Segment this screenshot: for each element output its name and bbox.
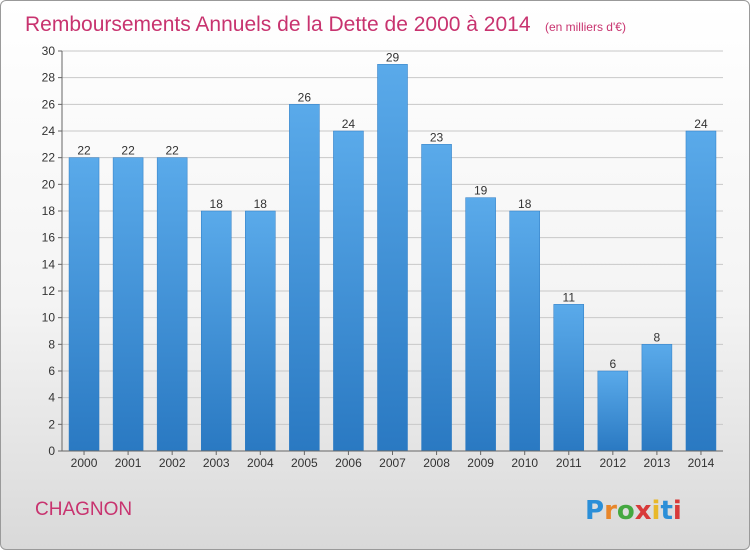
logo-letter: t [660,496,672,526]
x-tick-label-2007: 2007 [379,456,406,470]
y-tick-label: 2 [48,417,55,431]
value-labels: 22 22 22 18 18 26 24 29 23 19 18 11 6 8 24 [77,50,708,371]
x-tick-label-2011: 2011 [556,456,582,470]
y-tick-label: 16 [42,231,56,245]
y-tick-label: 6 [48,364,55,378]
y-tick-label: 20 [42,177,56,191]
y-tick-label: 26 [42,97,56,111]
y-tick-label: 8 [48,337,55,351]
value-label-2013: 8 [654,330,661,344]
value-label-2010: 18 [518,197,532,211]
logo-letter: i [652,496,661,526]
y-tick-label: 28 [42,71,56,85]
x-tick-label-2001: 2001 [115,456,142,470]
value-label-2004: 18 [254,197,268,211]
bar-2013 [641,344,673,452]
logo-letter: i [673,496,682,526]
bar-2010 [509,210,540,452]
y-tick-label: 18 [42,204,56,218]
value-label-2001: 22 [121,144,135,158]
bar-2005 [289,104,320,452]
chart-title-main: Remboursements Annuels de la Dette de 20… [25,13,531,36]
bars [68,64,717,452]
logo-letter: P [585,496,604,526]
y-tick-label: 24 [42,124,56,138]
value-label-2008: 23 [430,130,444,144]
x-tick-label-2010: 2010 [511,456,538,470]
bar-2000 [68,157,100,452]
chart-title-unit: (en milliers d'€) [545,20,626,34]
bar-2007 [377,64,408,452]
x-tick-label-2003: 2003 [203,456,230,470]
bar-2004 [245,210,276,452]
y-tick-label: 10 [42,311,56,325]
value-label-2005: 26 [298,90,312,104]
bar-2008 [421,144,452,452]
x-tick-label-2000: 2000 [71,456,98,470]
x-tick-label-2006: 2006 [335,456,362,470]
x-tick-label-2005: 2005 [291,456,318,470]
x-tick-label-2004: 2004 [247,456,274,470]
y-tick-label: 0 [48,444,55,458]
value-label-2012: 6 [609,357,616,371]
commune-name: CHAGNON [35,499,132,520]
chart-title: Remboursements Annuels de la Dette de 20… [25,13,626,36]
bar-2001 [112,157,144,452]
value-label-2000: 22 [77,144,91,158]
value-label-2007: 29 [386,50,400,64]
logo-letter: r [604,496,617,526]
value-label-2011: 11 [563,290,576,304]
y-tick-label: 14 [42,257,56,271]
x-tick-label-2002: 2002 [159,456,186,470]
value-label-2006: 24 [342,117,356,131]
x-tick-label-2009: 2009 [467,456,494,470]
bar-2009 [465,197,496,452]
bar-2011 [553,304,585,452]
proxiti-logo: Proxiti [585,496,682,526]
y-tick-label: 12 [42,284,56,298]
x-tick-label-2014: 2014 [688,456,715,470]
value-label-2009: 19 [474,184,488,198]
bar-2014 [685,130,717,452]
y-tick-label: 30 [42,44,56,58]
bar-2002 [156,157,188,452]
x-tick-label-2012: 2012 [599,456,626,470]
x-tick-label-2013: 2013 [644,456,671,470]
bar-2003 [200,210,232,452]
logo-letter: o [617,496,635,526]
value-label-2014: 24 [694,117,708,131]
bar-2012 [597,370,629,452]
y-tick-label: 22 [42,151,56,165]
bar-2006 [333,130,364,452]
y-tick-label: 4 [48,391,55,405]
value-label-2003: 18 [210,197,224,211]
x-tick-label-2008: 2008 [423,456,450,470]
logo-letter: x [635,496,652,526]
value-label-2002: 22 [165,144,179,158]
